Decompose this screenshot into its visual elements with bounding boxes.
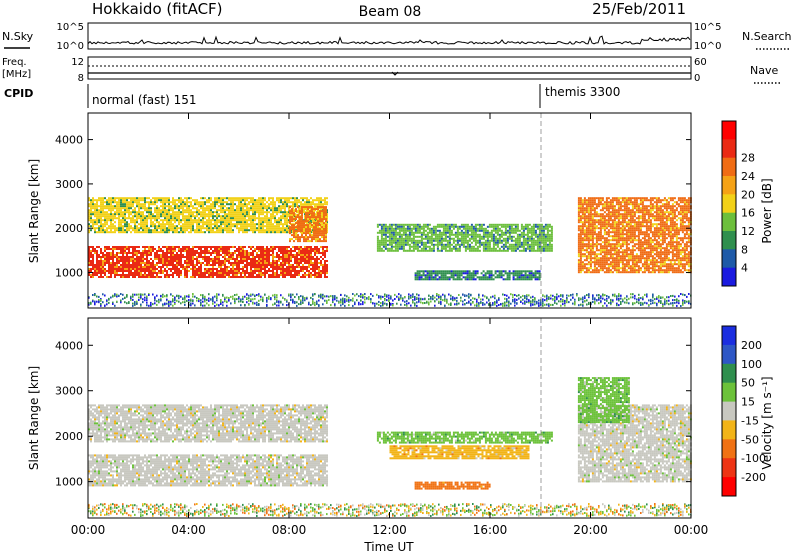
power-y-axis-label: Slant Range [km]: [27, 159, 41, 263]
velocity-colorbar-tick: -15: [741, 414, 759, 427]
velocity-colorbar-tick: -50: [741, 433, 759, 446]
velocity-colorbar-segment: [722, 345, 736, 364]
velocity-feature-0: [88, 454, 328, 486]
x-tick-label: 04:00: [171, 523, 206, 537]
power-y-tick-label: 1000: [55, 267, 83, 280]
power-colorbar-tick: 12: [741, 225, 755, 238]
velocity-colorbar-tick: 200: [741, 339, 762, 352]
cpid-mode-themis: themis 3300: [545, 85, 620, 99]
velocity-colorbar-tick: 100: [741, 358, 762, 371]
power-colorbar-segment: [722, 121, 736, 140]
power-y-tick-label: 3000: [55, 178, 83, 191]
power-colorbar-segment: [722, 213, 736, 232]
x-tick-label: 08:00: [272, 523, 307, 537]
velocity-y-axis-label: Slant Range [km]: [27, 366, 41, 470]
velocity-colorbar-segment: [722, 458, 736, 477]
velocity-colorbar-segment: [722, 477, 736, 496]
n-sky-tick-low: 10^0: [57, 41, 84, 52]
x-tick-label: 16:00: [473, 523, 508, 537]
power-colorbar-segment: [722, 249, 736, 268]
n-search-label: N.Search: [742, 30, 792, 43]
power-y-tick-label: 4000: [55, 134, 83, 147]
velocity-colorbar-segment: [722, 420, 736, 439]
station-title: Hokkaido (fitACF): [92, 0, 223, 18]
cpid-panel: CPID normal (fast) 151 themis 3300: [4, 84, 620, 108]
velocity-y-tick-label: 1000: [55, 476, 83, 489]
power-colorbar-segment: [722, 139, 736, 158]
velocity-y-tick-label: 3000: [55, 385, 83, 398]
freq-tick-low: 8: [78, 73, 84, 84]
n-sky-label: N.Sky: [2, 30, 34, 43]
power-colorbar-tick: 24: [741, 170, 755, 183]
velocity-feature-1: [88, 404, 328, 442]
power-colorbar-segment: [722, 268, 736, 287]
power-colorbar-segment: [722, 231, 736, 250]
velocity-colorbar-tick: -200: [741, 471, 766, 484]
cpid-label: CPID: [4, 87, 33, 100]
power-colorbar-tick: 20: [741, 188, 755, 201]
freq-panel: Freq. [MHz] 12 8 60 0 Nave: [2, 57, 780, 84]
velocity-colorbar-tick: 50: [741, 377, 755, 390]
power-colorbar-segment: [722, 194, 736, 213]
noise-sky-trace: [88, 36, 690, 44]
x-tick-label: 00:00: [674, 523, 709, 537]
n-sky-tick-high: 10^5: [57, 22, 84, 33]
x-axis-label: Time UT: [363, 540, 414, 554]
x-tick-label: 00:00: [71, 523, 106, 537]
power-colorbar-tick: 8: [741, 243, 748, 256]
freq-label: Freq.: [2, 57, 27, 68]
power-colorbar-tick: 4: [741, 262, 748, 275]
power-feature-0: [88, 246, 328, 278]
velocity-colorbar-segment: [722, 383, 736, 402]
power-colorbar-tick: 28: [741, 152, 755, 165]
velocity-y-tick-label: 2000: [55, 430, 83, 443]
velocity-colorbar-segment: [722, 326, 736, 345]
power-colorbar-segment: [722, 176, 736, 195]
nave-tick-low: 0: [694, 73, 700, 84]
freq-unit-label: [MHz]: [2, 69, 31, 80]
power-y-tick-label: 2000: [55, 222, 83, 235]
cpid-mode-normal: normal (fast) 151: [92, 93, 196, 107]
power-colorbar-label: Power [dB]: [760, 178, 774, 243]
beam-title: Beam 08: [359, 4, 422, 20]
n-search-tick-low: 10^0: [694, 41, 721, 52]
velocity-panel: 1000 2000 3000 4000 00:00 04:00 08:00 12:00 16:…: [27, 318, 774, 554]
velocity-colorbar-segment: [722, 364, 736, 383]
nave-tick-high: 60: [694, 57, 707, 68]
noise-panel: N.Sky 10^5 10^0 10^5 10^0 N.Search: [2, 22, 792, 52]
x-tick-label: 12:00: [372, 523, 407, 537]
power-panel: 1000 2000 3000 4000 Slant Range [km] 4 8 12 16…: [27, 113, 774, 308]
velocity-colorbar-label: Velocity [m s⁻¹]: [760, 376, 774, 469]
velocity-y-tick-label: 4000: [55, 339, 83, 352]
velocity-colorbar-segment: [722, 402, 736, 421]
velocity-colorbar-segment: [722, 439, 736, 458]
power-colorbar-segment: [722, 158, 736, 177]
x-tick-label: 20:00: [573, 523, 608, 537]
freq-tick-high: 12: [71, 57, 84, 68]
velocity-colorbar-tick: 15: [741, 396, 755, 409]
n-search-tick-high: 10^5: [694, 22, 721, 33]
power-colorbar-tick: 16: [741, 207, 755, 220]
nave-label: Nave: [750, 64, 778, 77]
date-title: 25/Feb/2011: [592, 0, 686, 18]
